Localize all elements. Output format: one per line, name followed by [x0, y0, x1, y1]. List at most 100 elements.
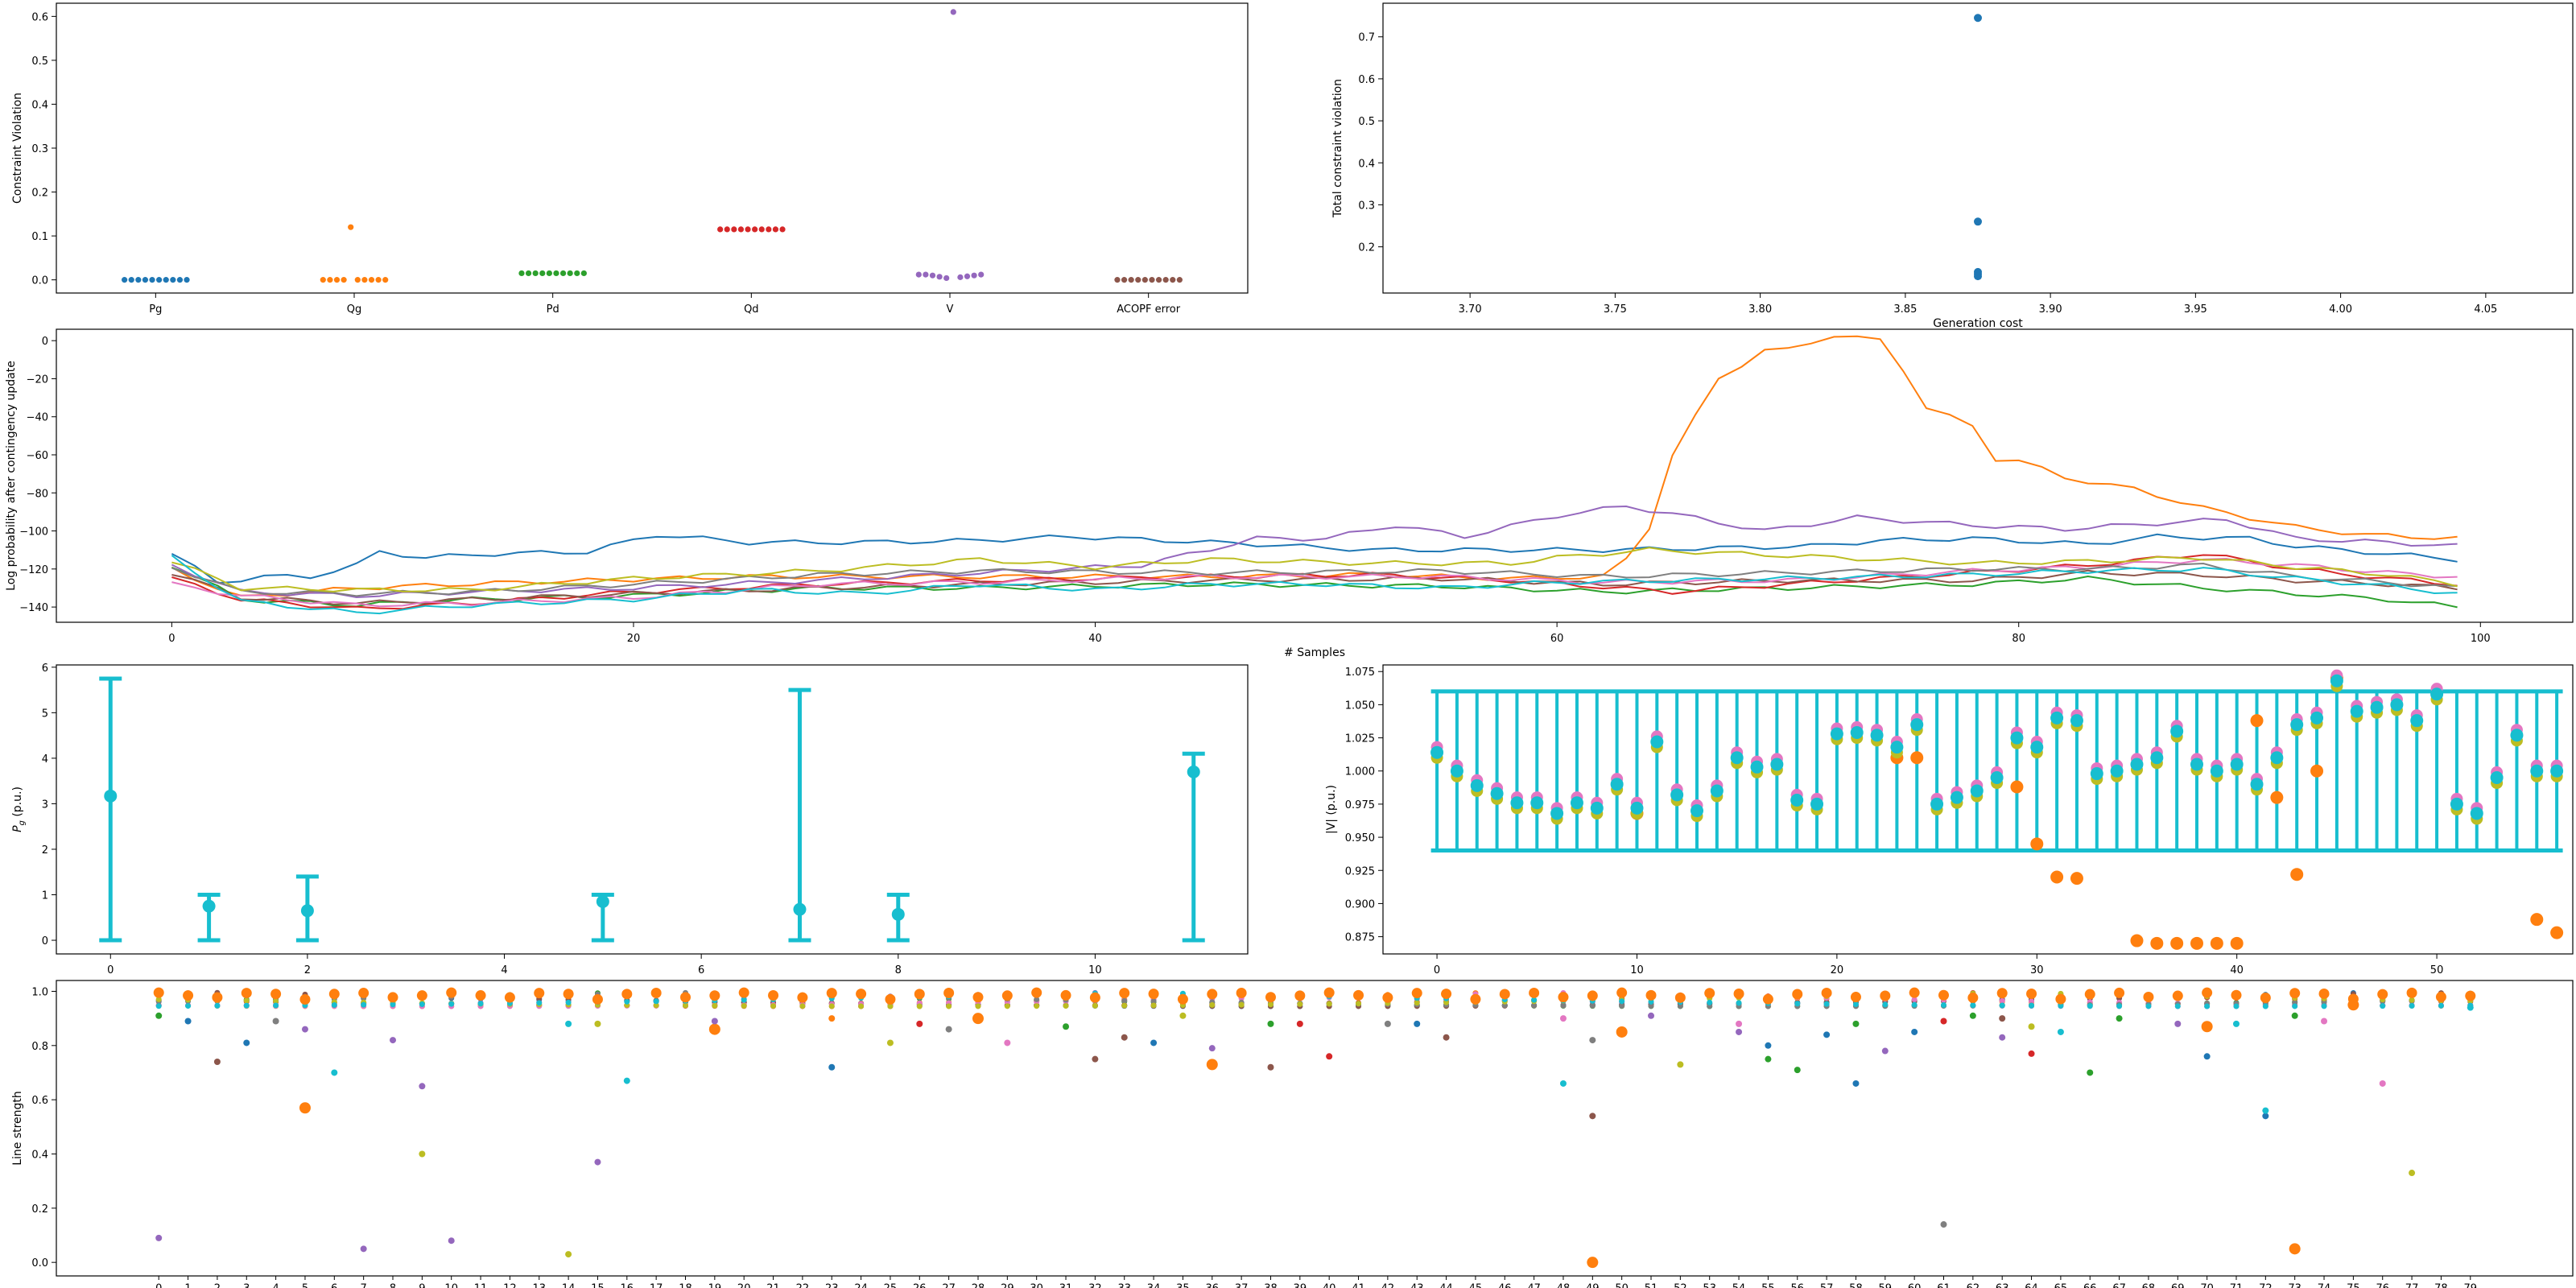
line-strength-outlier — [1267, 1020, 1274, 1027]
vm-nominal-point — [2090, 767, 2103, 781]
line-strength-point — [563, 989, 574, 1000]
x-tick-label: 0 — [1434, 964, 1440, 976]
violation-point — [1149, 277, 1155, 283]
line-strength-outlier — [299, 1102, 311, 1114]
violation-point — [149, 277, 155, 283]
line-strength-point — [1880, 990, 1891, 1001]
vm-nominal-point — [1630, 801, 1644, 815]
y-tick-label: 0.875 — [1345, 932, 1375, 944]
y-tick-label: 0.0 — [31, 275, 48, 287]
line-strength-point — [361, 1001, 367, 1008]
line-strength-outlier — [1765, 1042, 1772, 1049]
line-strength-point — [1267, 1001, 1274, 1008]
vm-nominal-point — [1990, 770, 2004, 784]
line-strength-point — [155, 996, 162, 1002]
line-strength-outlier — [448, 1237, 455, 1245]
line-strength-point — [1587, 990, 1598, 1001]
line-strength-outlier — [2203, 1053, 2211, 1060]
x-tick-label: 71 — [2230, 1282, 2244, 1288]
x-tick-label: 62 — [1967, 1282, 1980, 1288]
vm-outlier-point — [1910, 751, 1924, 765]
y-tick-label: 0.950 — [1345, 832, 1375, 844]
line-strength-point — [1382, 992, 1393, 1003]
vm-nominal-point — [2530, 764, 2544, 778]
violation-point — [923, 271, 929, 278]
x-tick-label: 34 — [1147, 1282, 1161, 1288]
x-tick-label: 48 — [1557, 1282, 1571, 1288]
line-strength-point — [2438, 1002, 2444, 1009]
category-label: Qg — [347, 303, 361, 316]
x-tick-label: 40 — [1088, 633, 1102, 645]
line-strength-point — [1441, 989, 1452, 1000]
line-strength-point — [1619, 998, 1625, 1005]
y-tick-label: 0.900 — [1345, 898, 1375, 910]
cost-point — [1974, 14, 1982, 23]
axes-cost: 0.2 0.3 0.4 0.5 0.6 0.7 3.70 3.75 3.80 3.85 3.90 3.… — [1331, 2, 2574, 330]
line-strength-point — [1792, 989, 1803, 1000]
y-tick-label: 2 — [42, 844, 48, 857]
x-tick-label: 64 — [2025, 1282, 2038, 1288]
line-strength-outlier — [1384, 1020, 1391, 1027]
x-tick-label: 8 — [895, 964, 902, 976]
line-strength-point — [1121, 1002, 1128, 1009]
line-strength-point — [1326, 1001, 1332, 1007]
line-strength-point — [914, 989, 925, 1000]
line-strength-point — [328, 989, 340, 1000]
x-tick-label: 3.85 — [1893, 303, 1917, 316]
line-strength-outlier — [1414, 1020, 1421, 1027]
vm-nominal-point — [1710, 784, 1724, 798]
vm-nominal-point — [2170, 724, 2184, 738]
violation-point — [375, 277, 382, 283]
line-strength-point — [448, 1001, 455, 1007]
line-strength-point — [624, 998, 630, 1005]
line-strength-point — [534, 988, 545, 999]
vm-nominal-point — [1830, 727, 1843, 741]
line-strength-point — [2260, 992, 2271, 1003]
y-tick-label: 5 — [42, 708, 48, 720]
violation-point — [553, 270, 559, 277]
line-strength-point — [1616, 987, 1628, 998]
violation-point — [1155, 277, 1162, 283]
logprob-series-line — [171, 547, 2458, 592]
line-strength-point — [2202, 987, 2213, 998]
violation-point — [779, 226, 786, 233]
x-tick-label: 20 — [627, 633, 641, 645]
violation-point — [142, 277, 149, 283]
line-strength-point — [826, 988, 837, 999]
x-tick-label: 56 — [1790, 1282, 1804, 1288]
line-strength-outlier — [419, 1150, 426, 1158]
vm-nominal-point — [1950, 791, 1963, 804]
vm-nominal-point — [2390, 698, 2404, 712]
violation-point — [559, 270, 567, 277]
violation-point — [752, 226, 758, 233]
vm-nominal-point — [1610, 778, 1624, 791]
line-strength-point — [2292, 1003, 2298, 1009]
line-strength-point — [155, 1003, 162, 1009]
line-strength-outlier — [1587, 1257, 1599, 1269]
axes-frame — [1382, 664, 2574, 955]
vm-nominal-point — [2410, 714, 2424, 728]
category-label: Pg — [149, 303, 162, 316]
x-tick-label: 15 — [591, 1282, 605, 1288]
line-strength-outlier — [1208, 1045, 1216, 1052]
line-strength-point — [1531, 997, 1538, 1003]
vm-nominal-point — [1570, 796, 1583, 810]
vm-outlier-point — [2290, 868, 2304, 881]
y-tick-label: −120 — [19, 564, 48, 576]
line-strength-point — [299, 994, 311, 1005]
vm-nominal-point — [1970, 784, 1984, 798]
x-tick-label: 57 — [1820, 1282, 1834, 1288]
violation-point — [717, 226, 724, 233]
line-strength-point — [1823, 1001, 1830, 1007]
line-strength-outlier — [828, 1063, 836, 1071]
violation-point — [731, 226, 737, 233]
logprob-series-line — [171, 335, 2458, 597]
line-strength-point — [1619, 1003, 1625, 1009]
line-strength-point — [1150, 1002, 1157, 1009]
violation-point — [978, 271, 985, 278]
line-strength-outlier — [2467, 1004, 2474, 1011]
y-tick-label: 0.8 — [31, 1041, 48, 1053]
vm-nominal-point — [2470, 807, 2483, 820]
x-tick-label: 13 — [532, 1282, 546, 1288]
vm-outlier-point — [2550, 926, 2564, 939]
